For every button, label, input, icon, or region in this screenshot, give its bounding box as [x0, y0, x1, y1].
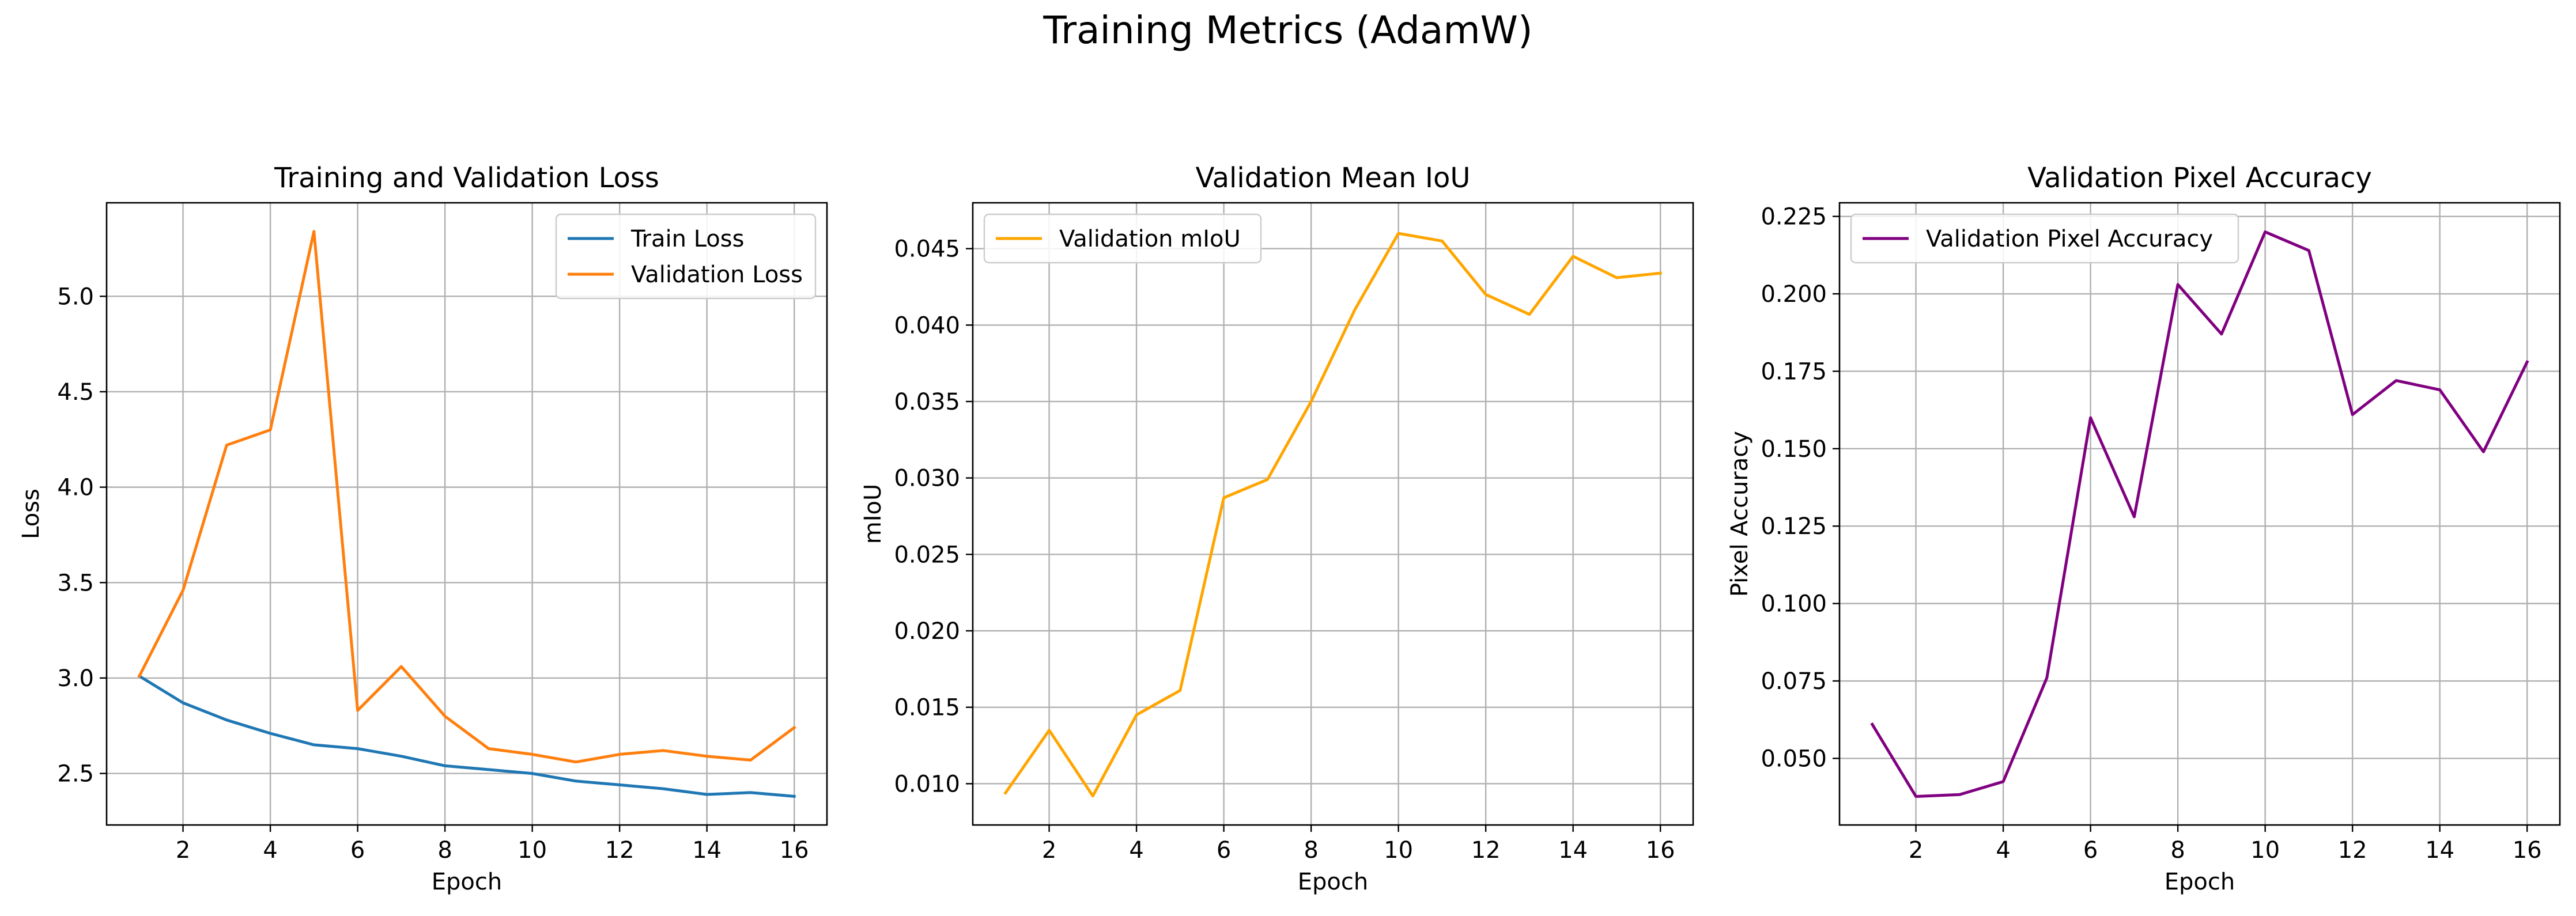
x-tick-label: 16	[1646, 837, 1675, 864]
y-axis-label: Loss	[18, 489, 44, 539]
y-tick-label: 0.030	[894, 465, 960, 492]
x-tick-label: 12	[605, 837, 634, 864]
figure-suptitle: Training Metrics (AdamW)	[1043, 8, 1532, 52]
series-line-validation-miou	[1003, 232, 1662, 798]
x-tick-label: 2	[176, 837, 190, 864]
x-tick-label: 4	[1996, 837, 2010, 864]
chart-title: Validation Mean IoU	[1196, 162, 1471, 194]
x-tick-label: 14	[2425, 837, 2454, 864]
x-tick-label: 8	[437, 837, 452, 864]
x-axis-label: Epoch	[2165, 869, 2235, 895]
y-tick-label: 4.0	[57, 475, 94, 501]
x-tick-label: 14	[1558, 837, 1588, 864]
x-tick-label: 4	[263, 837, 277, 864]
y-tick-label: 0.025	[894, 542, 960, 568]
legend-box	[983, 213, 1262, 264]
x-tick-label: 2	[1042, 837, 1056, 864]
chart-panel-loss: 2 4 6 8 10 12 14 16 2.5 3.0 3.5 4.0 4.5 5.0 Training a…	[18, 162, 828, 895]
legend-label: Validation Pixel Accuracy	[1926, 226, 2213, 252]
y-tick-label: 0.035	[894, 389, 960, 415]
y-tick-label: 0.050	[1761, 745, 1827, 772]
x-tick-label: 2	[1909, 837, 1923, 864]
y-tick-label: 0.200	[1761, 281, 1827, 308]
x-axis-label: Epoch	[1298, 869, 1368, 895]
legend-label: Validation mIoU	[1059, 226, 1241, 252]
axes-frame	[972, 202, 1694, 826]
legend: Validation Pixel Accuracy	[1850, 213, 2239, 264]
legend: Train Loss Validation Loss	[555, 213, 817, 300]
x-tick-label: 6	[2083, 837, 2098, 864]
legend-label: Validation Loss	[631, 262, 803, 288]
x-axis-label: Epoch	[432, 869, 502, 895]
x-tick-label: 8	[1304, 837, 1318, 864]
y-tick-label: 0.020	[894, 618, 960, 645]
legend-box	[1850, 213, 2239, 264]
y-tick-label: 0.045	[894, 236, 960, 263]
y-tick-label: 3.0	[57, 665, 94, 692]
legend: Validation mIoU	[983, 213, 1262, 264]
y-tick-label: 0.125	[1761, 513, 1827, 540]
x-tick-label: 12	[1471, 837, 1501, 864]
x-tick-label: 16	[2513, 837, 2542, 864]
x-tick-label: 16	[780, 837, 809, 864]
x-tick-label: 12	[2338, 837, 2367, 864]
y-tick-label: 0.150	[1761, 436, 1827, 463]
x-tick-label: 6	[350, 837, 365, 864]
y-tick-label: 0.175	[1761, 358, 1827, 385]
x-tick-label: 10	[2250, 837, 2280, 864]
y-tick-label: 0.100	[1761, 591, 1827, 618]
y-tick-label: 0.015	[894, 695, 960, 721]
x-tick-label: 4	[1129, 837, 1143, 864]
y-tick-label: 5.0	[57, 283, 94, 310]
chart-title: Training and Validation Loss	[274, 162, 659, 194]
x-tick-label: 8	[2170, 837, 2185, 864]
x-tick-label: 14	[692, 837, 722, 864]
y-axis-label: mIoU	[860, 484, 886, 544]
series-line-validation-loss	[137, 230, 796, 764]
y-tick-label: 0.040	[894, 312, 960, 339]
x-tick-label: 10	[518, 837, 547, 864]
axes-frame	[105, 202, 828, 826]
y-tick-label: 2.5	[57, 761, 94, 788]
series-line-validation-pixel-accuracy	[1870, 230, 2529, 798]
chart-panel-miou: 2 4 6 8 10 12 14 16 0.010 0.015 0.020 0.025 0.030 0.0…	[860, 162, 1694, 895]
axes-frame	[1838, 202, 2561, 826]
y-axis-label: Pixel Accuracy	[1727, 431, 1753, 597]
y-tick-label: 0.075	[1761, 668, 1827, 695]
series-line-train-loss	[137, 674, 796, 798]
y-tick-label: 0.225	[1761, 204, 1827, 230]
chart-panel-pixel-accuracy: 2 4 6 8 10 12 14 16 0.050 0.075 0.100 0.125 0.150 0.1…	[1727, 162, 2561, 895]
legend-box	[555, 213, 817, 300]
legend-label: Train Loss	[630, 226, 744, 252]
y-tick-label: 3.5	[57, 570, 94, 596]
x-tick-label: 10	[1384, 837, 1413, 864]
chart-title: Validation Pixel Accuracy	[2027, 162, 2372, 194]
y-tick-label: 0.010	[894, 771, 960, 797]
x-tick-label: 6	[1217, 837, 1231, 864]
y-tick-label: 4.5	[57, 379, 94, 406]
